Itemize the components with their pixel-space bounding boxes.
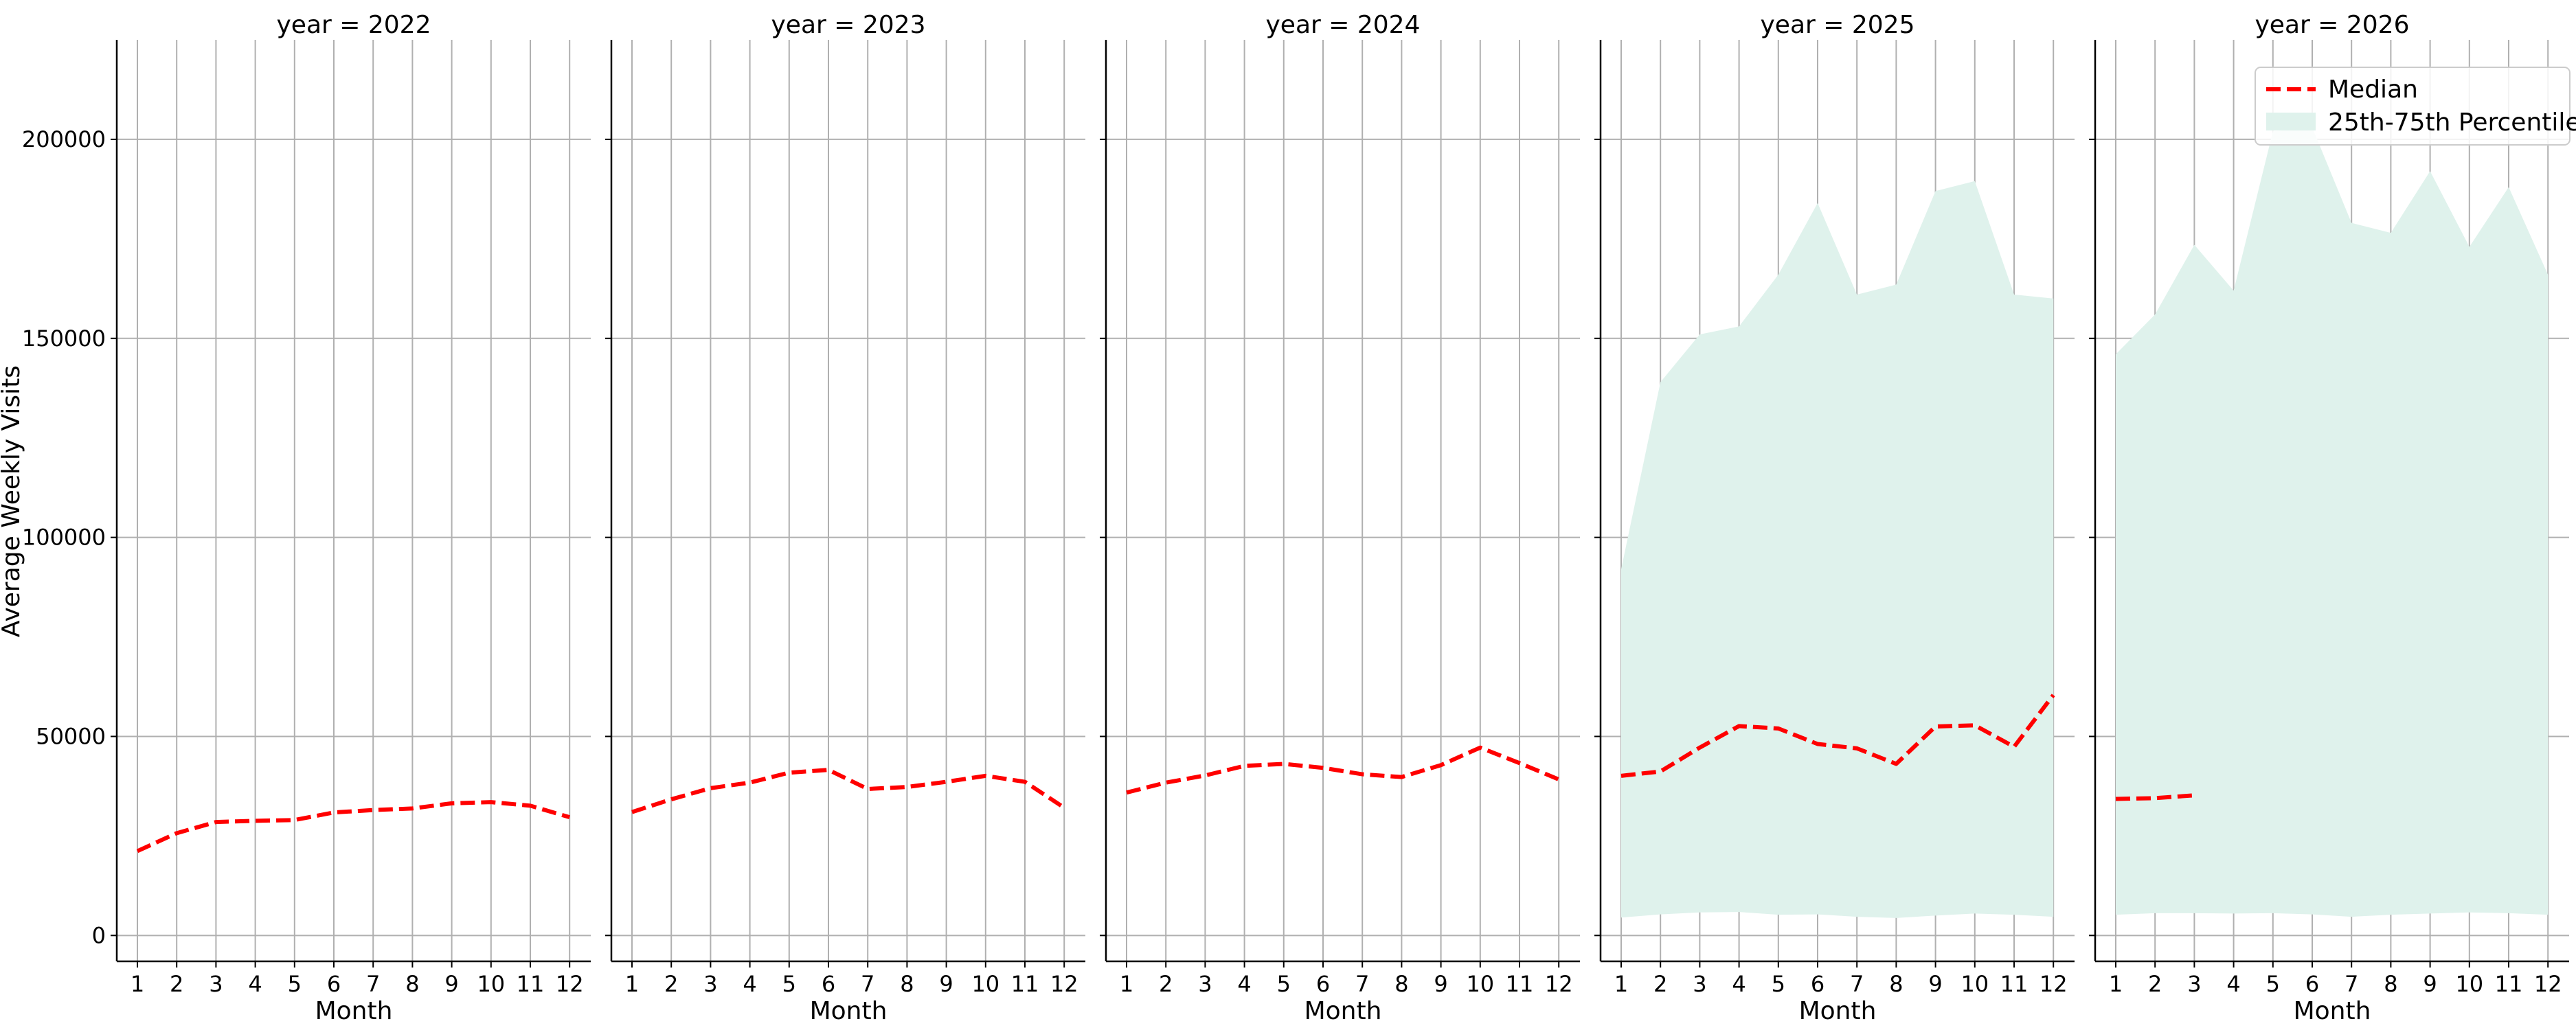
x-tick-label: 5 [2266,971,2280,997]
x-tick-label: 1 [131,971,144,997]
x-tick-label: 3 [703,971,717,997]
x-tick-label: 7 [1355,971,1369,997]
x-tick-label: 12 [2534,971,2562,997]
x-tick-label: 6 [822,971,835,997]
x-tick-label: 3 [2187,971,2201,997]
x-tick-label: 1 [625,971,639,997]
median-line [136,800,571,854]
x-tick-label: 1 [1120,971,1133,997]
median-line [631,768,1065,814]
x-tick-label: 11 [2495,971,2523,997]
y-axis-label: Average Weekly Visits [0,365,25,637]
x-tick-label: 10 [971,971,999,997]
y-tick-label: 100000 [22,525,106,551]
x-tick-label: 7 [861,971,874,997]
x-tick-label: 9 [1928,971,1942,997]
x-tick-label: 2 [170,971,183,997]
x-tick-label: 8 [1889,971,1903,997]
percentile-band [2116,127,2549,917]
x-tick-label: 5 [1772,971,1785,997]
x-axis-label: Month [810,997,888,1025]
legend-label-median: Median [2328,76,2418,104]
x-tick-label: 10 [2455,971,2483,997]
x-tick-label: 5 [288,971,302,997]
x-tick-label: 2 [1653,971,1667,997]
x-tick-label: 12 [1050,971,1078,997]
x-tick-label: 8 [405,971,419,997]
x-tick-label: 9 [1434,971,1447,997]
x-tick-label: 7 [366,971,380,997]
x-tick-label: 3 [209,971,223,997]
facet-title: year = 2022 [277,11,431,39]
x-tick-label: 4 [743,971,756,997]
x-axis-label: Month [2294,997,2371,1025]
x-tick-label: 6 [1811,971,1824,997]
x-axis-label: Month [1799,997,1877,1025]
x-tick-label: 11 [2000,971,2029,997]
x-tick-label: 7 [1850,971,1864,997]
x-tick-label: 8 [2384,971,2397,997]
x-tick-label: 11 [1506,971,1534,997]
x-tick-label: 11 [517,971,545,997]
x-tick-label: 9 [444,971,458,997]
x-tick-label: 6 [1316,971,1330,997]
facet-title: year = 2025 [1761,11,1915,39]
x-tick-label: 10 [1466,971,1494,997]
percentile-band [1621,181,2054,918]
median-line [1620,694,2055,778]
x-axis-label: Month [1304,997,1382,1025]
y-tick-label: 150000 [22,325,106,352]
x-tick-label: 4 [1237,971,1251,997]
x-tick-label: 3 [1198,971,1212,997]
x-tick-label: 3 [1693,971,1706,997]
median-line [2115,793,2195,801]
facet-title: year = 2023 [771,11,926,39]
x-tick-label: 12 [556,971,584,997]
x-tick-label: 2 [1159,971,1173,997]
legend-box [2255,67,2571,146]
legend-band-swatch [2266,113,2316,130]
x-tick-label: 1 [2109,971,2123,997]
x-tick-label: 2 [664,971,678,997]
x-tick-label: 4 [1732,971,1745,997]
y-tick-label: 200000 [22,126,106,152]
legend-label-percentile: 25th-75th Percentile [2328,108,2576,137]
x-tick-label: 7 [2345,971,2358,997]
x-tick-label: 4 [2226,971,2240,997]
x-tick-label: 10 [477,971,505,997]
x-axis-label: Month [315,997,393,1025]
facet-title: year = 2024 [1266,11,1421,39]
x-tick-label: 6 [327,971,341,997]
x-tick-label: 9 [2423,971,2437,997]
median-line [1126,745,1560,795]
x-tick-label: 5 [1277,971,1291,997]
facet-title: year = 2026 [2255,11,2410,39]
x-tick-label: 12 [2040,971,2068,997]
x-tick-label: 12 [1545,971,1573,997]
x-tick-label: 11 [1011,971,1039,997]
x-tick-label: 6 [2305,971,2319,997]
x-tick-label: 10 [1961,971,1989,997]
y-tick-label: 50000 [36,723,106,749]
x-tick-label: 8 [1394,971,1408,997]
x-tick-label: 5 [782,971,796,997]
x-tick-label: 9 [939,971,953,997]
y-tick-label: 0 [92,922,106,948]
x-tick-label: 2 [2148,971,2162,997]
x-tick-label: 4 [248,971,262,997]
x-tick-label: 1 [1614,971,1628,997]
x-tick-label: 8 [900,971,914,997]
legend: Median 25th-75th Percentile [2255,67,2576,146]
